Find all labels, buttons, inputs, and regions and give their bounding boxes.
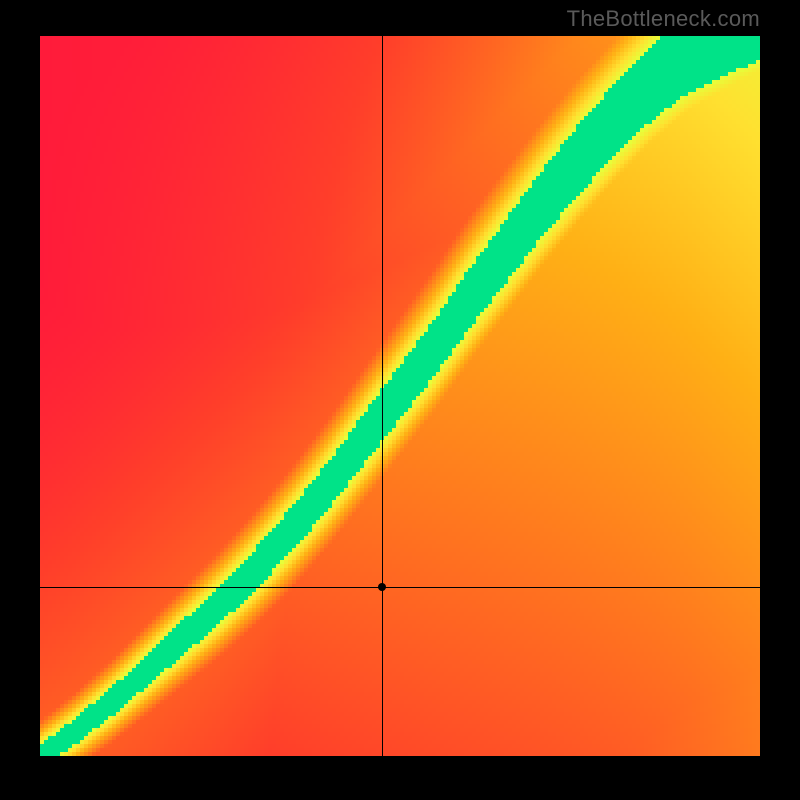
outer-frame: TheBottleneck.com (0, 0, 800, 800)
crosshair-vertical (382, 36, 383, 756)
marker-dot (378, 583, 386, 591)
watermark-text: TheBottleneck.com (567, 6, 760, 32)
heatmap-plot (40, 36, 760, 756)
crosshair-horizontal (40, 587, 760, 588)
heatmap-canvas (40, 36, 760, 756)
